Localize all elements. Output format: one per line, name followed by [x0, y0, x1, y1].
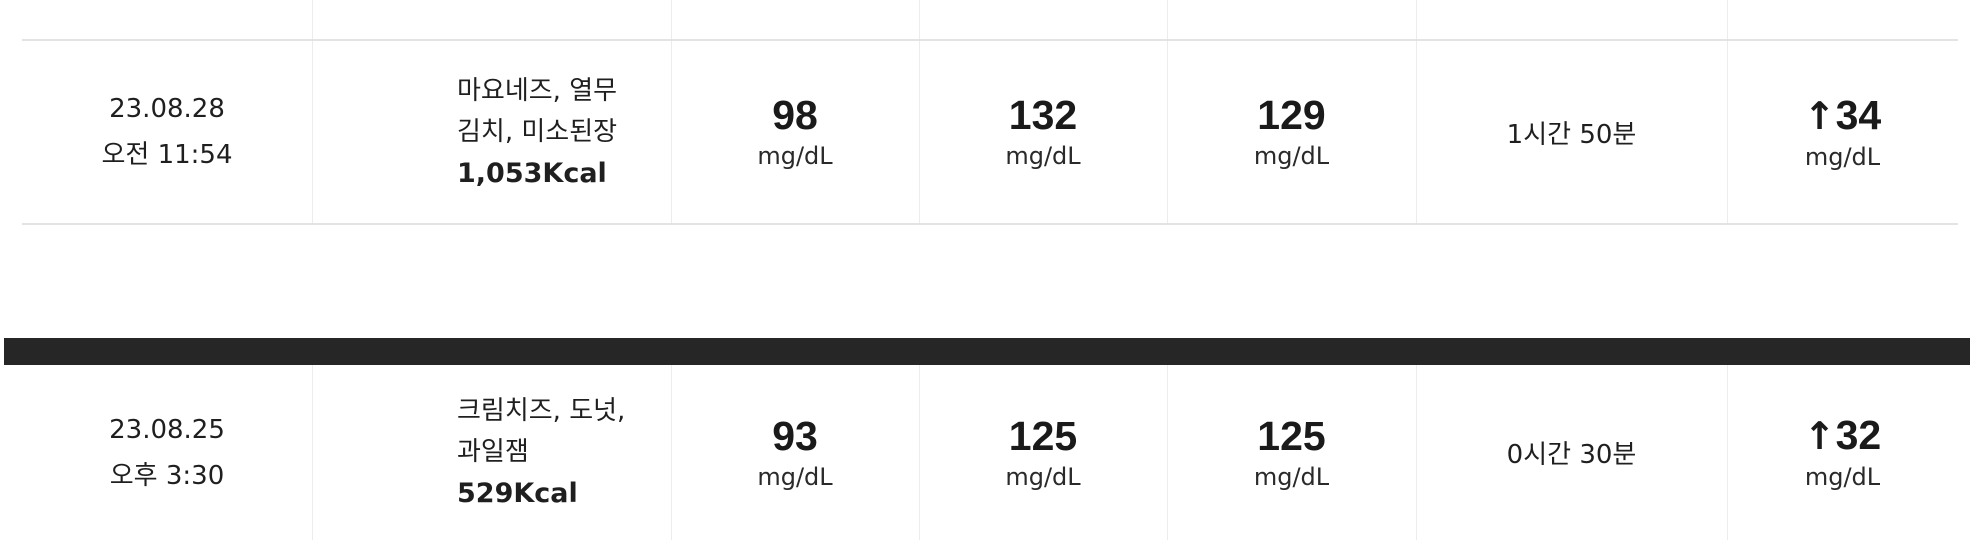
- column-divider: [671, 41, 672, 223]
- column-divider: [1167, 0, 1168, 39]
- arrow-up-icon: ↑: [1803, 414, 1836, 458]
- glucose-before-cell: 98 mg/dL: [671, 41, 919, 223]
- column-divider: [919, 0, 920, 39]
- duration-cell: 0시간 30분: [1416, 365, 1727, 540]
- glucose-unit: mg/dL: [757, 142, 833, 170]
- column-divider: [312, 365, 313, 540]
- glucose-peak-cell: 125 mg/dL: [919, 365, 1167, 540]
- glucose-unit: mg/dL: [1005, 142, 1081, 170]
- column-divider: [919, 41, 920, 223]
- record-date: 23.08.25: [109, 414, 225, 445]
- record-table-bottom: 23.08.25 오후 3:30 크림치즈, 도넛, 과일잼 529Kcal 9…: [22, 365, 1958, 540]
- food-names-line1: 크림치즈, 도넛,: [457, 396, 626, 426]
- glucose-after-value: 125: [1257, 412, 1326, 459]
- glucose-unit: mg/dL: [1005, 462, 1081, 491]
- glucose-before-value: 98: [772, 92, 818, 138]
- glucose-rise-cell: ↑32 mg/dL: [1727, 365, 1958, 540]
- record-table-top: 23.08.28 오전 11:54 마요네즈, 열무 김치, 미소된장 1,05…: [22, 0, 1958, 225]
- glucose-before-cell: 93 mg/dL: [671, 365, 919, 540]
- column-divider: [312, 0, 313, 39]
- column-divider: [919, 365, 920, 540]
- column-divider: [1727, 41, 1728, 223]
- record-date: 23.08.28: [109, 94, 225, 124]
- date-cell: 23.08.28 오전 11:54: [22, 41, 312, 223]
- table-row[interactable]: 23.08.28 오전 11:54 마요네즈, 열무 김치, 미소된장 1,05…: [22, 39, 1958, 225]
- column-divider: [1727, 0, 1728, 39]
- glucose-unit: mg/dL: [757, 462, 833, 491]
- food-names-line2: 김치, 미소된장: [457, 116, 618, 147]
- food-cell: 크림치즈, 도넛, 과일잼 529Kcal: [312, 365, 671, 540]
- column-divider: [1167, 365, 1168, 540]
- food-names-line1: 마요네즈, 열무: [457, 75, 618, 106]
- glucose-before-value: 93: [772, 412, 818, 459]
- date-cell: 23.08.25 오후 3:30: [22, 365, 312, 540]
- glucose-after-cell: 125 mg/dL: [1167, 365, 1416, 540]
- calorie-total: 1,053Kcal: [457, 157, 607, 189]
- column-divider: [1416, 365, 1417, 540]
- arrow-up-icon: ↑: [1803, 93, 1836, 138]
- column-divider: [1167, 41, 1168, 223]
- section-divider-band: [4, 338, 1970, 365]
- glucose-peak-value: 132: [1008, 92, 1078, 138]
- column-divider: [1727, 365, 1728, 540]
- column-divider: [671, 365, 672, 540]
- food-cell: 마요네즈, 열무 김치, 미소된장 1,053Kcal: [312, 41, 671, 223]
- record-time: 오후 3:30: [109, 460, 225, 491]
- column-divider: [312, 41, 313, 223]
- glucose-unit: mg/dL: [1804, 142, 1881, 171]
- calorie-total: 529Kcal: [457, 478, 578, 509]
- duration-text: 0시간 30분: [1506, 440, 1637, 470]
- record-time: 오전 11:54: [101, 140, 233, 170]
- glucose-peak-value: 125: [1008, 412, 1078, 459]
- table-row[interactable]: 23.08.25 오후 3:30 크림치즈, 도넛, 과일잼 529Kcal 9…: [22, 365, 1958, 540]
- glucose-unit: mg/dL: [1804, 463, 1881, 491]
- glucose-after-value: 129: [1257, 92, 1326, 138]
- previous-row-remnant: [22, 0, 1958, 39]
- glucose-rise-value: 32: [1835, 412, 1882, 458]
- column-divider: [1416, 41, 1417, 223]
- glucose-rise-value: 34: [1835, 91, 1882, 138]
- column-divider: [671, 0, 672, 39]
- glucose-after-cell: 129 mg/dL: [1167, 41, 1416, 223]
- column-divider: [1416, 0, 1417, 39]
- glucose-rise-cell: ↑34 mg/dL: [1727, 41, 1958, 223]
- glucose-peak-cell: 132 mg/dL: [919, 41, 1167, 223]
- duration-text: 1시간 50분: [1506, 119, 1637, 150]
- glucose-unit: mg/dL: [1253, 462, 1330, 491]
- food-names-line2: 과일잼: [457, 437, 529, 467]
- glucose-unit: mg/dL: [1253, 142, 1330, 170]
- duration-cell: 1시간 50분: [1416, 41, 1727, 223]
